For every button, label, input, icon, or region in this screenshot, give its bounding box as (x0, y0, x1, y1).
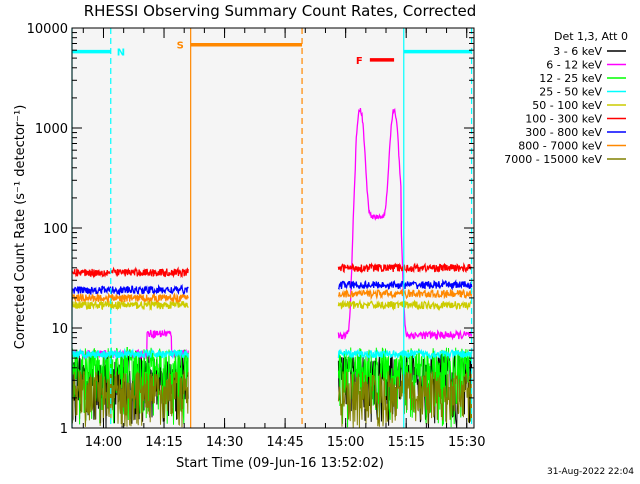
x-tick-label: 14:15 (145, 435, 182, 450)
legend-label: 50 - 100 keV (532, 99, 602, 112)
series-line (337, 107, 473, 341)
series-line (337, 371, 473, 428)
series-line (337, 288, 473, 301)
legend-label: 3 - 6 keV (553, 45, 602, 58)
y-tick-label: 10000 (27, 22, 68, 37)
marker-label: N (117, 48, 125, 59)
chart-title: RHESSI Observing Summary Count Rates, Co… (84, 2, 477, 20)
legend-label: 800 - 7000 keV (518, 140, 602, 153)
series-line (337, 348, 473, 360)
legend-label: 25 - 50 keV (539, 86, 602, 99)
x-tick-label: 14:45 (266, 435, 303, 450)
plot-layer: N S F 1 10 100 1000 10000 14:00 14:15 14:30 14:45 15… (27, 22, 486, 450)
y-tick-label: 1 (60, 422, 68, 437)
x-tick-label: 15:30 (448, 435, 485, 450)
x-tick-label: 15:00 (327, 435, 364, 450)
y-tick-label: 1000 (35, 122, 68, 137)
marker-label: S (177, 41, 184, 52)
series-line (337, 262, 473, 274)
y-axis-label: Corrected Count Rate (s⁻¹ detector⁻¹) (13, 105, 28, 350)
legend-label: 6 - 12 keV (546, 59, 602, 72)
legend-label: 300 - 800 keV (525, 126, 602, 139)
series-line (337, 298, 473, 312)
footer-timestamp: 31-Aug-2022 22:04 (547, 467, 634, 477)
legend-label: 100 - 300 keV (525, 113, 602, 126)
series-line (337, 278, 473, 291)
series-line (71, 292, 189, 305)
y-tick-label: 100 (43, 222, 68, 237)
x-tick-label: 14:30 (206, 435, 243, 450)
marker-label: F (356, 56, 363, 67)
series-line (71, 371, 189, 428)
series-line (71, 299, 189, 311)
series-line (71, 266, 189, 279)
legend-header: Det 1,3, Att 0 (554, 30, 628, 43)
legend-label: 12 - 25 keV (539, 72, 602, 85)
series-line (71, 283, 189, 297)
y-tick-label: 10 (51, 322, 68, 337)
x-tick-label: 15:15 (387, 435, 424, 450)
x-axis-label: Start Time (09-Jun-16 13:52:02) (176, 456, 384, 471)
x-tick-label: 14:00 (85, 435, 122, 450)
legend-label: 7000 - 15000 keV (504, 153, 602, 166)
series-line (71, 347, 189, 361)
